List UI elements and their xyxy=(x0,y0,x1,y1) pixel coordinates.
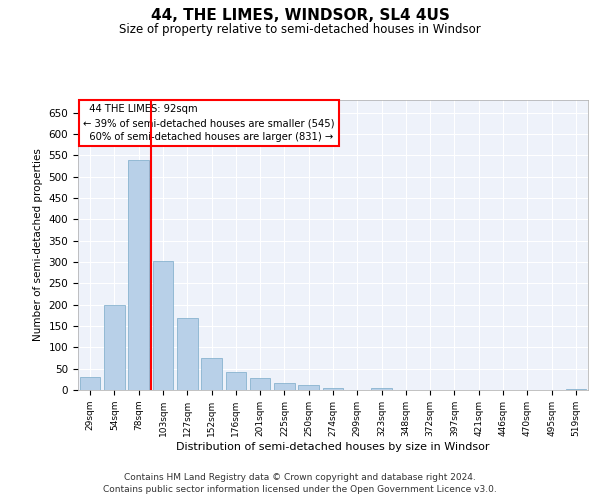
Bar xyxy=(104,304,125,390)
Text: Contains public sector information licensed under the Open Government Licence v3: Contains public sector information licen… xyxy=(103,485,497,494)
Bar xyxy=(250,378,271,390)
Bar xyxy=(80,377,100,390)
Bar xyxy=(323,388,343,390)
Bar xyxy=(226,372,246,390)
Bar xyxy=(201,358,222,390)
Text: Size of property relative to semi-detached houses in Windsor: Size of property relative to semi-detach… xyxy=(119,22,481,36)
Text: Contains HM Land Registry data © Crown copyright and database right 2024.: Contains HM Land Registry data © Crown c… xyxy=(124,472,476,482)
Bar xyxy=(298,386,319,390)
Bar xyxy=(566,388,586,390)
Bar xyxy=(128,160,149,390)
Bar xyxy=(274,383,295,390)
Text: 44, THE LIMES, WINDSOR, SL4 4US: 44, THE LIMES, WINDSOR, SL4 4US xyxy=(151,8,449,22)
Text: 44 THE LIMES: 92sqm
← 39% of semi-detached houses are smaller (545)
  60% of sem: 44 THE LIMES: 92sqm ← 39% of semi-detach… xyxy=(83,104,335,142)
Bar xyxy=(371,388,392,390)
Bar xyxy=(152,261,173,390)
Text: Distribution of semi-detached houses by size in Windsor: Distribution of semi-detached houses by … xyxy=(176,442,490,452)
Y-axis label: Number of semi-detached properties: Number of semi-detached properties xyxy=(33,148,43,342)
Bar xyxy=(177,318,197,390)
